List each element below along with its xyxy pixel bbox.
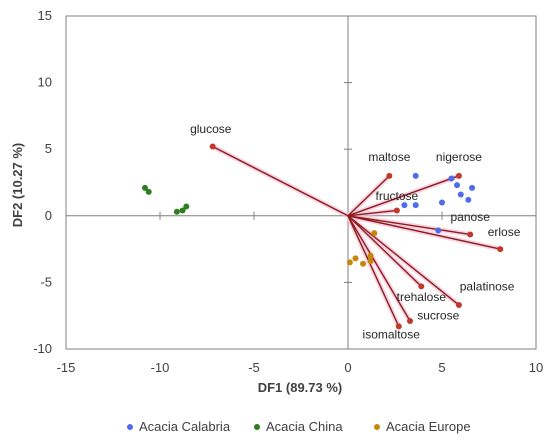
legend-label: Acacia Europe (386, 419, 471, 434)
y-tick-label: 5 (45, 141, 52, 156)
x-axis-title: DF1 (89.73 %) (258, 380, 343, 395)
vector-label-palatinose: palatinose (460, 279, 515, 293)
legend-marker (254, 424, 260, 430)
vector-label-sucrose: sucrose (417, 309, 459, 323)
axes-layer: -15 -10 -5 0 5 10 -10 -5 0 5 10 15 (33, 8, 543, 375)
x-tick-label: -10 (151, 360, 170, 375)
point-acacia-europe (367, 252, 374, 259)
vector-nigerose (347, 175, 460, 217)
point-acacia-china (145, 188, 152, 195)
point-acacia-calabria (448, 175, 455, 182)
vector-glucose (212, 145, 349, 217)
vector-palatinose (347, 215, 460, 306)
point-acacia-europe (346, 259, 353, 266)
vector-label-maltose: maltose (368, 150, 410, 164)
point-acacia-europe (367, 258, 374, 265)
point-acacia-europe (360, 260, 367, 267)
y-tick-label: -10 (33, 341, 52, 356)
point-acacia-calabria (401, 202, 408, 209)
x-tick-label: -15 (57, 360, 76, 375)
x-tick-label: -5 (248, 360, 260, 375)
vector-maltose (347, 175, 390, 217)
legend-marker (374, 424, 380, 430)
vector-fructose (347, 209, 397, 217)
legend-marker (127, 424, 133, 430)
x-tick-label: 10 (529, 360, 543, 375)
point-acacia-calabria (454, 182, 461, 189)
vector-panose (347, 215, 471, 236)
point-acacia-calabria (439, 199, 445, 206)
y-tick-label: 15 (38, 8, 52, 23)
point-acacia-calabria (435, 227, 442, 234)
x-tick-label: 5 (438, 360, 445, 375)
point-acacia-calabria (412, 172, 419, 179)
point-acacia-calabria (412, 202, 419, 209)
vector-tip-trehalose (418, 283, 425, 290)
vector-label-fructose: fructose (376, 189, 419, 203)
legend-item-acacia-china: Acacia China (254, 419, 343, 434)
point-acacia-china (173, 208, 180, 215)
y-axis-title: DF2 (10.27 %) (10, 143, 25, 228)
vector-label-isomaltose: isomaltose (363, 327, 421, 341)
vector-tip-fructose (393, 207, 400, 214)
point-acacia-china (179, 207, 186, 214)
vector-tip-palatinose (455, 302, 462, 309)
vector-label-trehalose: trehalose (397, 290, 447, 304)
vector-tip-isomaltose (395, 323, 402, 330)
point-acacia-calabria (469, 184, 476, 191)
vector-tip-panose (467, 231, 474, 238)
vector-erlose (347, 215, 501, 250)
vector-tip-sucrose (407, 318, 414, 325)
vector-label-panose: panose (451, 210, 491, 224)
legend-label: Acacia Calabria (139, 419, 231, 434)
vector-label-erlose: erlose (488, 225, 521, 239)
legend-item-acacia-europe: Acacia Europe (374, 419, 471, 434)
legend-label: Acacia China (266, 419, 343, 434)
vector-tip-glucose (209, 143, 216, 150)
vector-label-glucose: glucose (190, 122, 232, 136)
vector-tip-erlose (497, 246, 504, 253)
vector-sucrose (347, 215, 411, 322)
legend-item-acacia-calabria: Acacia Calabria (127, 419, 231, 434)
vector-tip-nigerose (455, 172, 462, 179)
plot-frame (65, 15, 537, 350)
vector-tip-maltose (386, 172, 393, 179)
points-layer (141, 143, 504, 330)
legend: Acacia Calabria Acacia China Acacia Europe (127, 419, 471, 434)
point-acacia-calabria (457, 191, 464, 198)
point-acacia-calabria (465, 196, 472, 203)
y-tick-label: 0 (45, 208, 52, 223)
vector-label-nigerose: nigerose (436, 150, 482, 164)
label-layer: glucose maltose nigerose fructose panoseerlo… (190, 122, 521, 341)
point-acacia-china (183, 203, 190, 210)
y-tick-label: 10 (38, 75, 52, 90)
vector-isomaltose (347, 215, 400, 327)
point-acacia-europe (352, 255, 359, 262)
x-tick-label: 0 (344, 360, 351, 375)
point-acacia-china (141, 184, 148, 191)
point-acacia-europe (371, 230, 378, 237)
vector-trehalose (347, 215, 422, 287)
y-tick-label: -5 (40, 274, 52, 289)
vector-layer (210, 144, 503, 329)
